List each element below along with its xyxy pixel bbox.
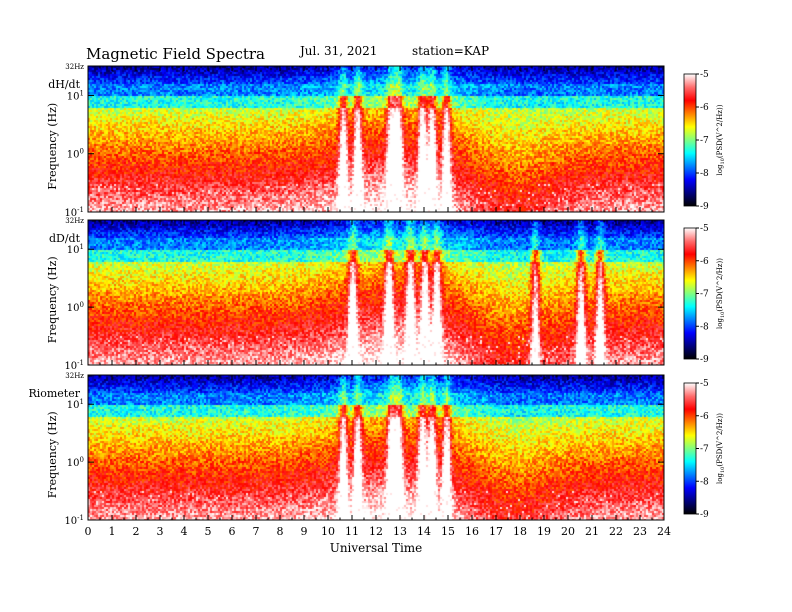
x-tick-label: 13: [393, 525, 407, 538]
x-tick-label: 9: [301, 525, 308, 538]
panel-label: Riometer: [28, 387, 80, 400]
y-axis-label: Frequency (Hz): [46, 256, 59, 343]
y-tick-label: 101: [67, 89, 84, 102]
colorbar-label: log10(PSD(V^2/Hz)): [716, 104, 726, 175]
x-tick-label: 4: [181, 525, 188, 538]
x-tick-label: 14: [417, 525, 431, 538]
colorbar: [683, 73, 697, 207]
x-tick-label: 5: [205, 525, 212, 538]
colorbar-tick-label: -9: [700, 355, 709, 365]
x-tick-label: 0: [85, 525, 92, 538]
spectrogram-panel-1: 101 100 10-1 32Hz dH/dt Frequency (Hz) -5 -6 -7 -…: [46, 63, 726, 219]
top-frequency-label: 32Hz: [65, 372, 84, 380]
colorbar-tick-label: -7: [700, 136, 709, 146]
colorbar-tick-label: -6: [700, 412, 709, 422]
colorbar-tick-label: -8: [700, 477, 709, 487]
x-tick-label: 17: [489, 525, 503, 538]
colorbar-label: log10(PSD(V^2/Hz)): [716, 413, 726, 484]
colorbar-tick-label: -9: [700, 202, 709, 212]
x-tick-label: 8: [277, 525, 284, 538]
x-tick-label: 2: [133, 525, 140, 538]
y-tick-label: 10-1: [64, 514, 84, 527]
x-tick-label: 16: [465, 525, 479, 538]
x-tick-label: 1: [109, 525, 116, 538]
y-axis-label: Frequency (Hz): [46, 103, 59, 190]
colorbar-tick-label: -6: [700, 103, 709, 113]
colorbar-tick-label: -7: [700, 445, 709, 455]
panel-label: dD/dt: [49, 232, 81, 245]
spectrogram-panel-3: 101 100 10-1 32Hz Riometer Frequency (Hz) -5 -6…: [28, 372, 726, 527]
y-tick-label: 100: [67, 301, 84, 314]
spectrogram-image: [88, 375, 664, 520]
y-axis-label: Frequency (Hz): [46, 411, 59, 498]
x-tick-label: 11: [345, 525, 359, 538]
x-tick-label: 18: [513, 525, 527, 538]
colorbar-tick-label: -7: [700, 290, 709, 300]
top-frequency-label: 32Hz: [65, 217, 84, 225]
x-tick-label: 19: [537, 525, 551, 538]
y-tick-label: 101: [67, 398, 84, 411]
x-axis: 0 1 2 3 4 5 6 7 8 9 10 11 12 13 14 15 16 17 18 19 20 21 22 23 24…: [85, 525, 672, 555]
x-tick-label: 10: [321, 525, 335, 538]
x-tick-label: 7: [253, 525, 260, 538]
colorbar-tick-label: -8: [700, 322, 709, 332]
spectrogram-image: [88, 220, 664, 365]
spectrogram-panel-2: 101 100 10-1 32Hz dD/dt Frequency (Hz) -5 -6 -7 -…: [46, 217, 726, 372]
x-tick-label: 12: [369, 525, 383, 538]
x-axis-label: Universal Time: [330, 541, 423, 555]
x-tick-label: 24: [657, 525, 671, 538]
colorbar-tick-label: -6: [700, 257, 709, 267]
colorbar: [683, 382, 697, 515]
y-tick-label: 101: [67, 243, 84, 256]
colorbar-label: log10(PSD(V^2/Hz)): [716, 258, 726, 329]
colorbar: [683, 227, 697, 360]
y-tick-label: 10-1: [64, 359, 84, 372]
x-tick-label: 15: [441, 525, 455, 538]
x-tick-label: 21: [585, 525, 599, 538]
colorbar-tick-label: -5: [700, 224, 709, 234]
colorbar-tick-label: -8: [700, 169, 709, 179]
y-tick-label: 10-1: [64, 206, 84, 219]
colorbar-tick-label: -5: [700, 379, 709, 389]
station-label: station=KAP: [412, 44, 490, 58]
x-tick-label: 22: [609, 525, 623, 538]
colorbar-tick-label: -9: [700, 510, 709, 520]
y-tick-label: 100: [67, 456, 84, 469]
y-tick-label: 100: [67, 148, 84, 161]
spectrogram-image: [88, 66, 664, 212]
figure-title: Magnetic Field Spectra: [86, 45, 265, 63]
colorbar-tick-label: -5: [700, 70, 709, 80]
x-tick-label: 23: [633, 525, 647, 538]
x-tick-label: 20: [561, 525, 575, 538]
date-label: Jul. 31, 2021: [300, 44, 378, 58]
x-tick-label: 6: [229, 525, 236, 538]
panel-label: dH/dt: [48, 78, 80, 91]
top-frequency-label: 32Hz: [65, 63, 84, 71]
x-tick-label: 3: [157, 525, 164, 538]
